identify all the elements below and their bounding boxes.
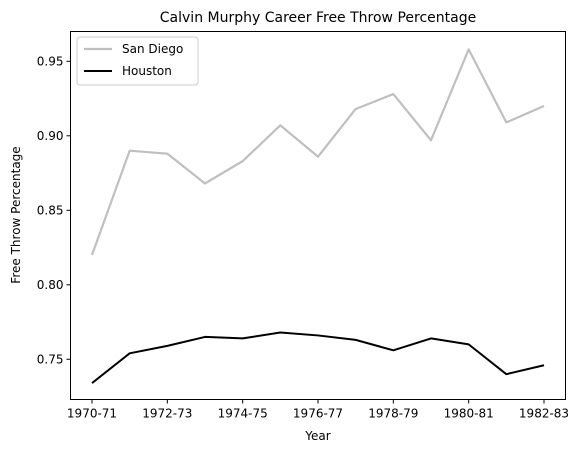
x-axis-label: Year — [304, 429, 330, 443]
plot-area — [70, 31, 566, 400]
legend-label-san-diego: San Diego — [122, 42, 183, 56]
y-tick-label: 0.85 — [37, 203, 64, 217]
x-tick-label: 1970-71 — [67, 407, 117, 421]
y-axis-label: Free Throw Percentage — [9, 146, 23, 283]
y-tick-label: 0.90 — [37, 129, 64, 143]
y-tick-label: 0.75 — [37, 352, 64, 366]
x-tick-label: 1982-83 — [519, 407, 569, 421]
x-axis: 1970-71 1972-73 1974-75 1976-77 1978-79 1980-… — [67, 399, 569, 421]
x-tick-label: 1978-79 — [368, 407, 418, 421]
series-layer — [90, 48, 545, 384]
legend: San Diego Houston — [76, 36, 199, 86]
series-line-houston — [91, 331, 545, 384]
x-tick-label: 1972-73 — [142, 407, 192, 421]
x-tick-label: 1980-81 — [444, 407, 494, 421]
y-tick-label: 0.95 — [37, 54, 64, 68]
y-axis: 0.75 0.80 0.85 0.90 0.95 — [37, 54, 71, 366]
x-tick-label: 1976-77 — [293, 407, 343, 421]
x-tick-label: 1974-75 — [218, 407, 268, 421]
legend-label-houston: Houston — [122, 64, 172, 78]
series-line-san-diego — [90, 48, 545, 256]
y-tick-label: 0.80 — [37, 278, 64, 292]
chart-title: Calvin Murphy Career Free Throw Percenta… — [160, 10, 476, 26]
